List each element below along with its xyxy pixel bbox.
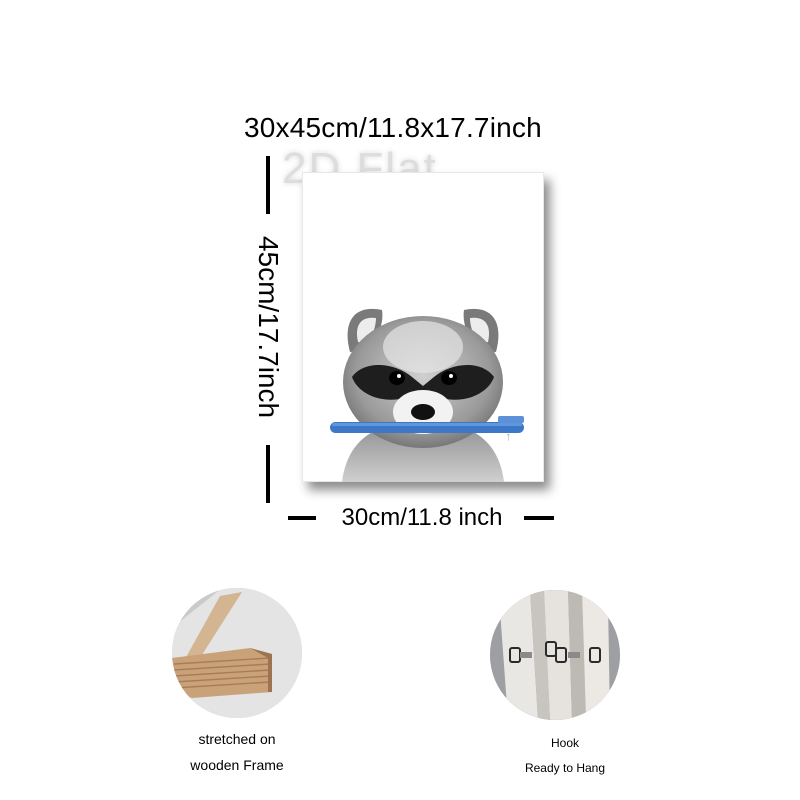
frame-caption-line1: stretched on <box>198 731 276 747</box>
width-dimension-label: 30cm/11.8 inch <box>341 504 503 531</box>
svg-text:ᛏ: ᛏ <box>506 433 511 442</box>
height-dimension-line-top <box>266 156 270 214</box>
hook-caption-line2: Ready to Hang <box>524 761 606 775</box>
canvas-print: ᛏ <box>302 172 544 482</box>
width-dimension-line-left <box>288 516 316 520</box>
frame-caption-line2: wooden Frame <box>190 757 284 773</box>
height-dimension-label: 45cm/17.7inch <box>253 235 284 419</box>
overall-dimension-label: 30x45cm/11.8x17.7inch <box>244 112 542 143</box>
width-dimension-line-right <box>524 516 554 520</box>
height-dimension-line-bottom <box>266 445 270 503</box>
hook-photo-icon <box>490 590 620 720</box>
wooden-frame-photo-icon <box>172 588 302 718</box>
raccoon-artwork: ᛏ <box>330 308 524 482</box>
hook-caption-line1: Hook <box>550 736 579 750</box>
